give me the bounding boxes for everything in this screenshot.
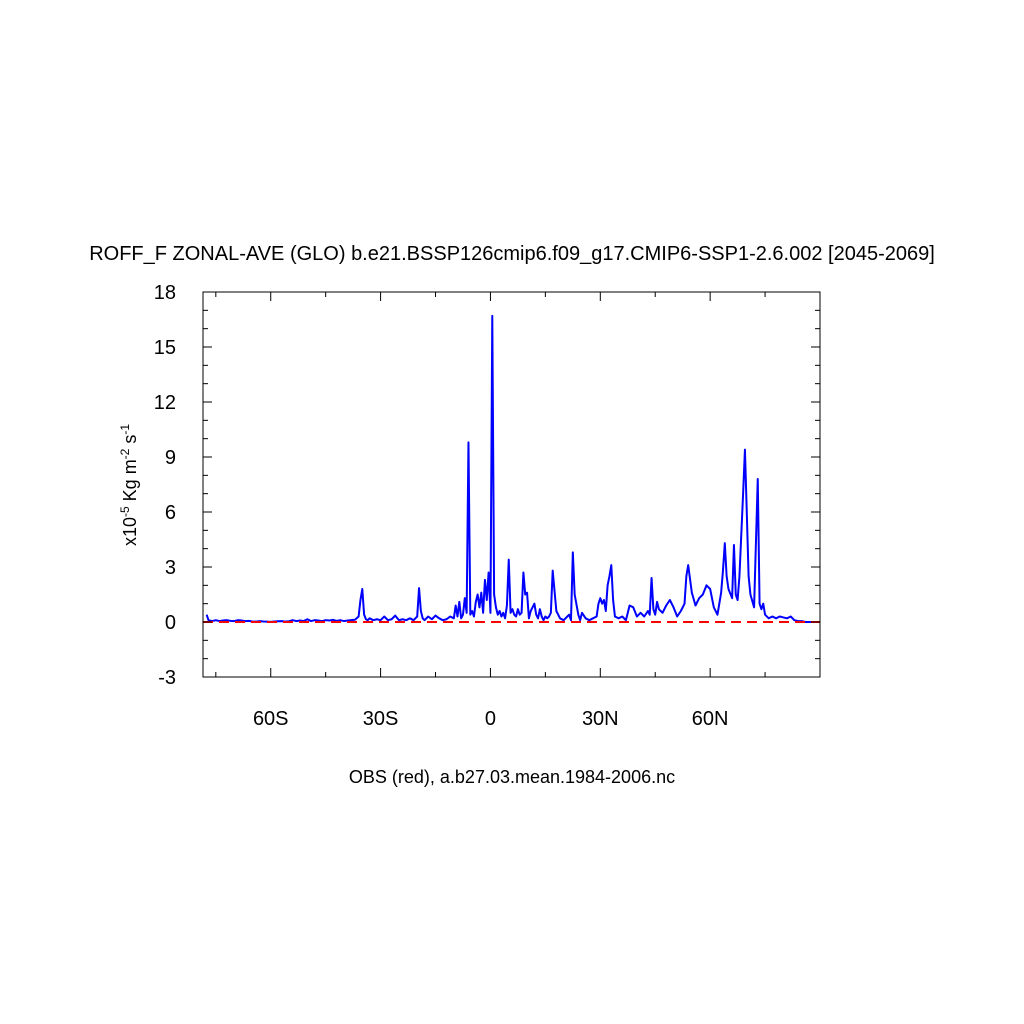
ticks-layer xyxy=(203,291,820,678)
y-tick-label: -3 xyxy=(158,667,176,689)
series-line-1 xyxy=(205,314,820,623)
plot-frame xyxy=(202,291,821,678)
y-tick-label: 0 xyxy=(165,612,176,634)
tick-labels: -3 0 3 6 9 12 15 18 60S 30S 0 30N 60N xyxy=(154,282,729,730)
y-tick-label: 3 xyxy=(165,557,176,579)
y-axis-label: x10-5 Kg m-2 s-1 xyxy=(118,424,140,546)
series-layer xyxy=(203,314,820,623)
y-tick-label: 12 xyxy=(154,392,176,414)
x-tick-label: 0 xyxy=(485,708,496,730)
x-tick-label: 30N xyxy=(582,708,619,730)
x-axis-label: OBS (red), a.b27.03.mean.1984-2006.nc xyxy=(349,767,675,787)
chart-title: ROFF_F ZONAL-AVE (GLO) b.e21.BSSP126cmip… xyxy=(89,243,935,265)
y-tick-label: 9 xyxy=(165,447,176,469)
y-tick-label: 18 xyxy=(154,282,176,304)
y-tick-label: 6 xyxy=(165,502,176,524)
y-tick-label: 15 xyxy=(154,337,176,359)
plot-area: -3 0 3 6 9 12 15 18 60S 30S 0 30N 60N xyxy=(154,282,821,730)
x-tick-label: 60N xyxy=(692,708,729,730)
x-tick-label: 30S xyxy=(363,708,399,730)
x-tick-label: 60S xyxy=(253,708,289,730)
